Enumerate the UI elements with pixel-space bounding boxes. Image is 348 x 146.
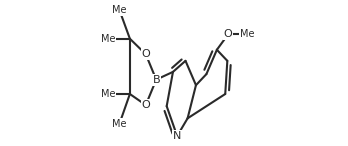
Text: O: O bbox=[141, 49, 150, 59]
Text: Me: Me bbox=[101, 34, 116, 44]
Text: Me: Me bbox=[240, 29, 254, 39]
Text: O: O bbox=[141, 100, 150, 110]
Text: Me: Me bbox=[112, 5, 127, 15]
Text: O: O bbox=[224, 29, 232, 39]
Text: Me: Me bbox=[101, 89, 116, 99]
Text: B: B bbox=[152, 75, 160, 85]
Text: N: N bbox=[173, 131, 181, 141]
Text: Me: Me bbox=[112, 119, 127, 129]
